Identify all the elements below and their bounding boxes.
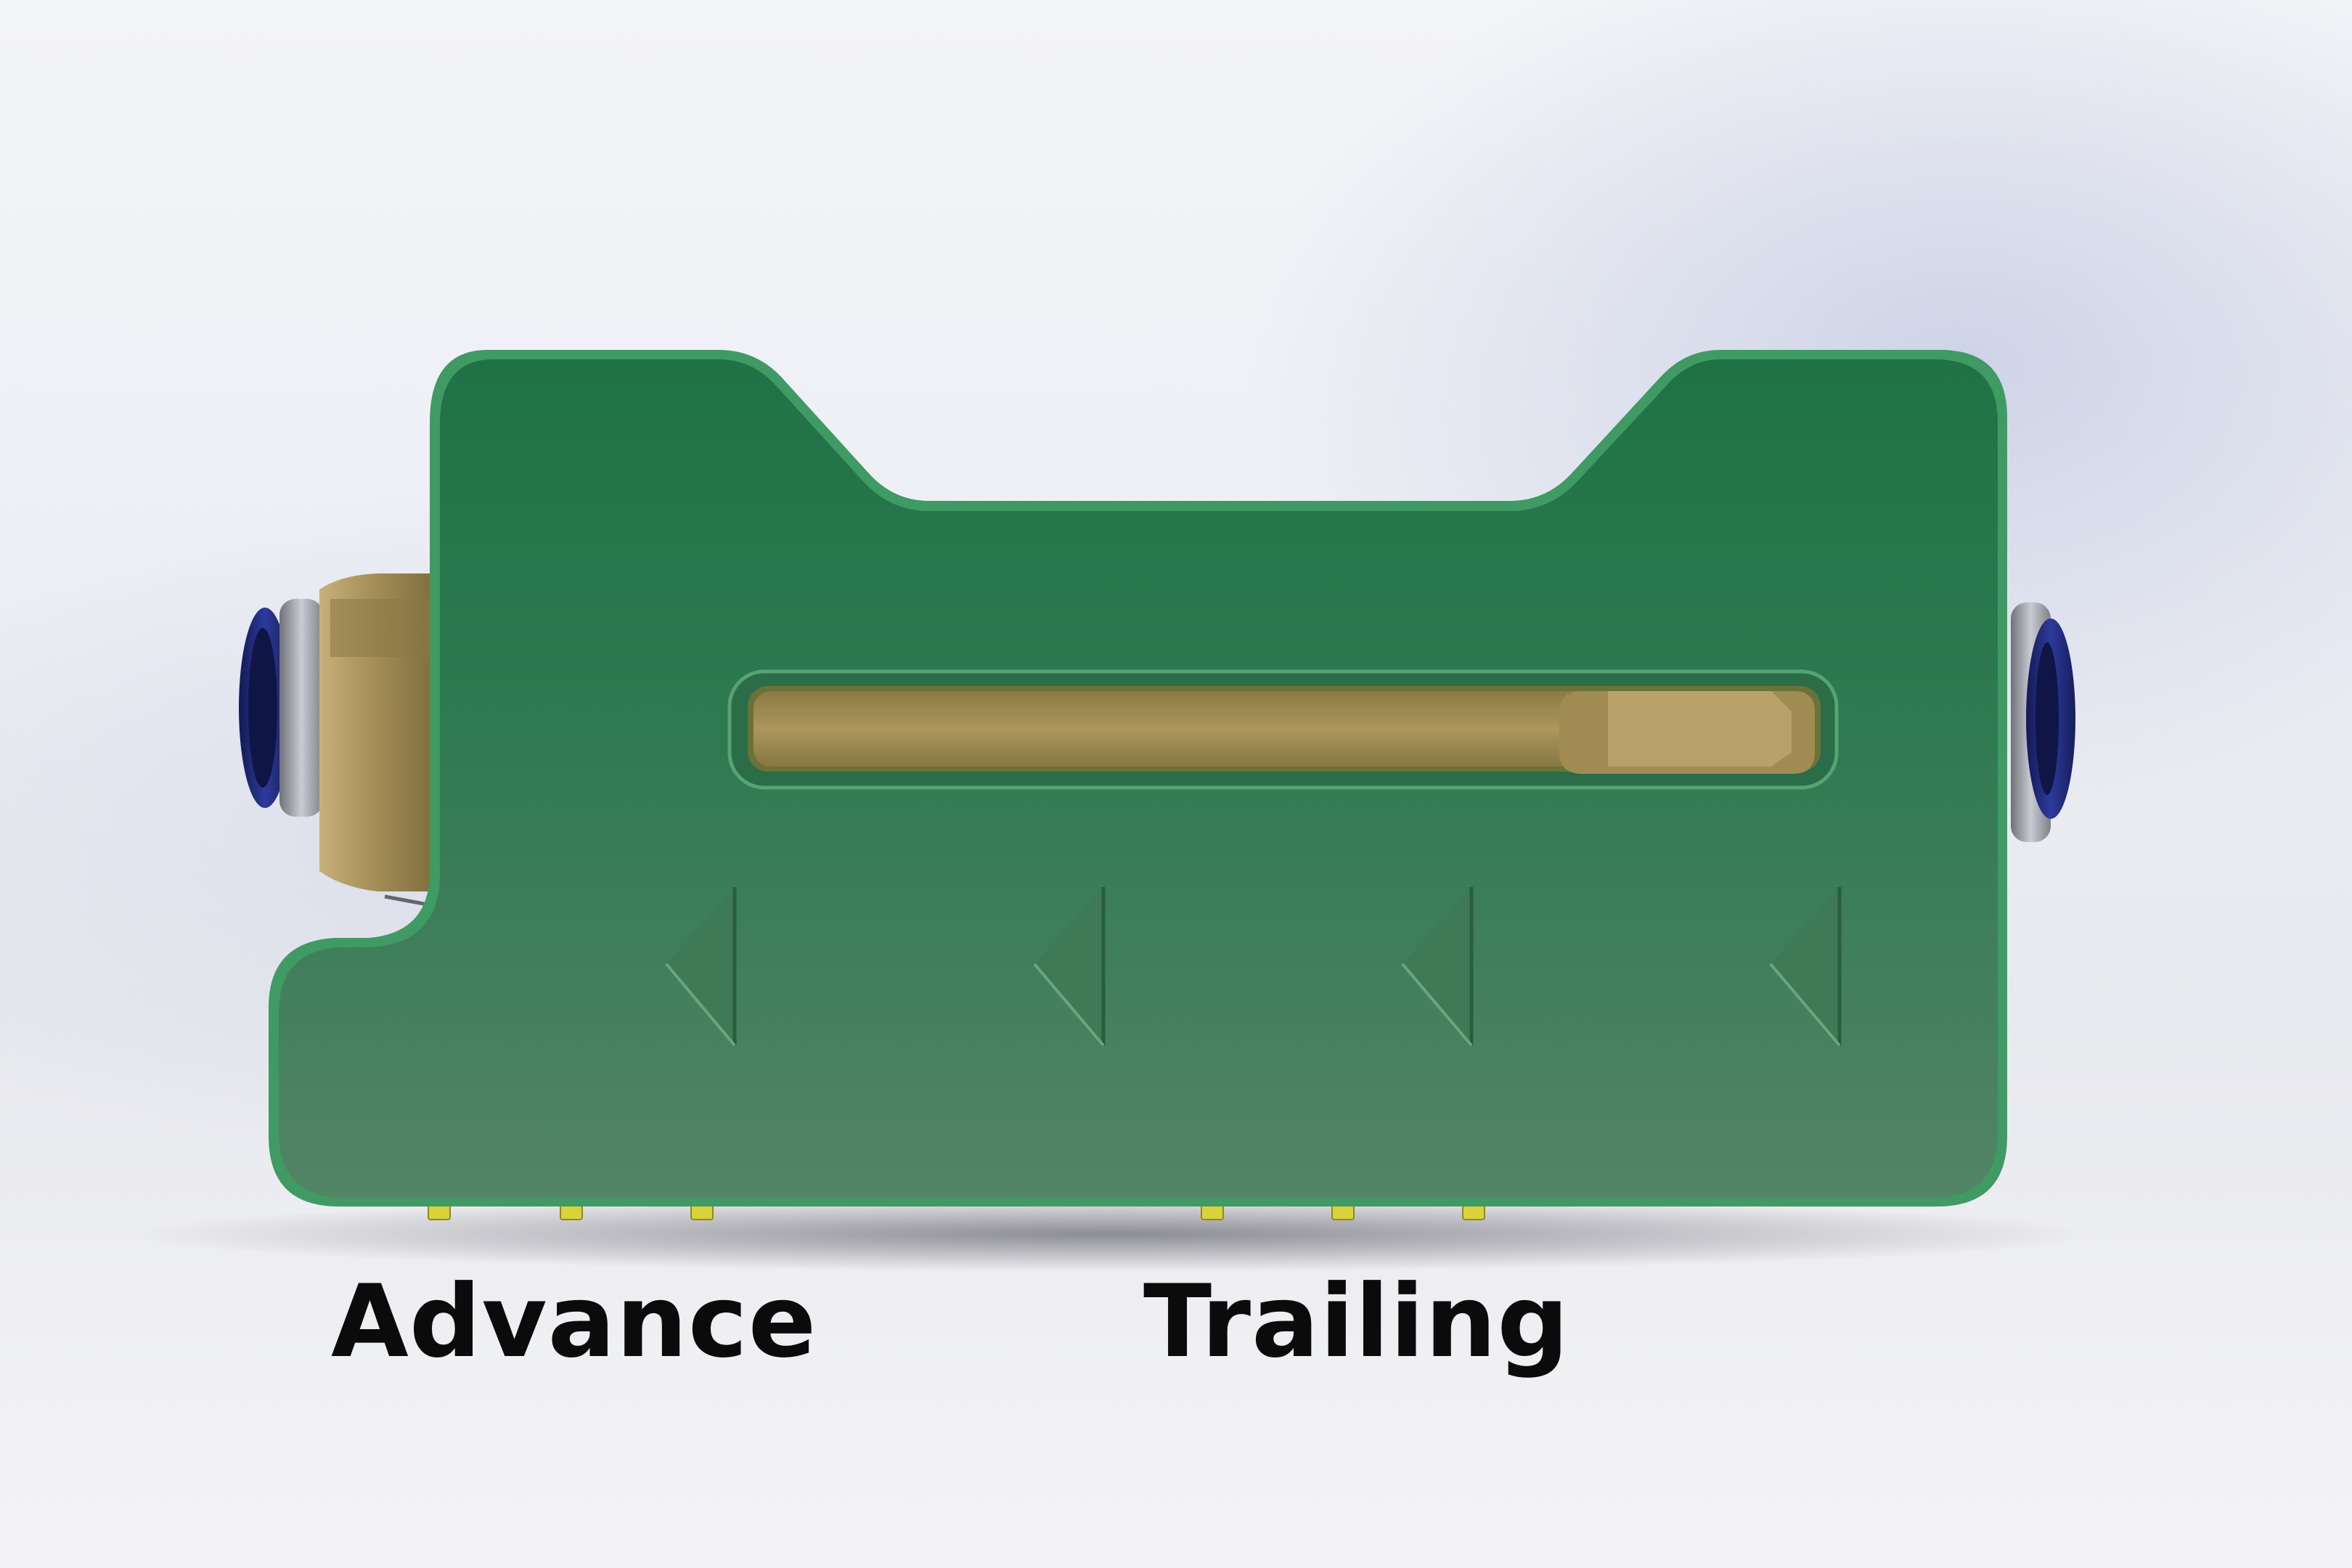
left-pointing-triangle-icon	[1033, 887, 1106, 1047]
floor-shadow	[131, 1196, 2091, 1272]
slider-slot	[727, 669, 1839, 790]
right-fitting	[2011, 603, 2075, 842]
left-pointing-triangle-icon	[665, 887, 737, 1047]
slider-knob[interactable]	[1559, 691, 1815, 774]
advance-label: Advance	[331, 1263, 817, 1380]
left-fitting	[239, 573, 436, 908]
direction-arrows	[665, 887, 1842, 1047]
trailing-label: Trailing	[1143, 1263, 1570, 1380]
left-pointing-triangle-icon	[1401, 887, 1474, 1047]
left-pointing-triangle-icon	[1769, 887, 1842, 1047]
